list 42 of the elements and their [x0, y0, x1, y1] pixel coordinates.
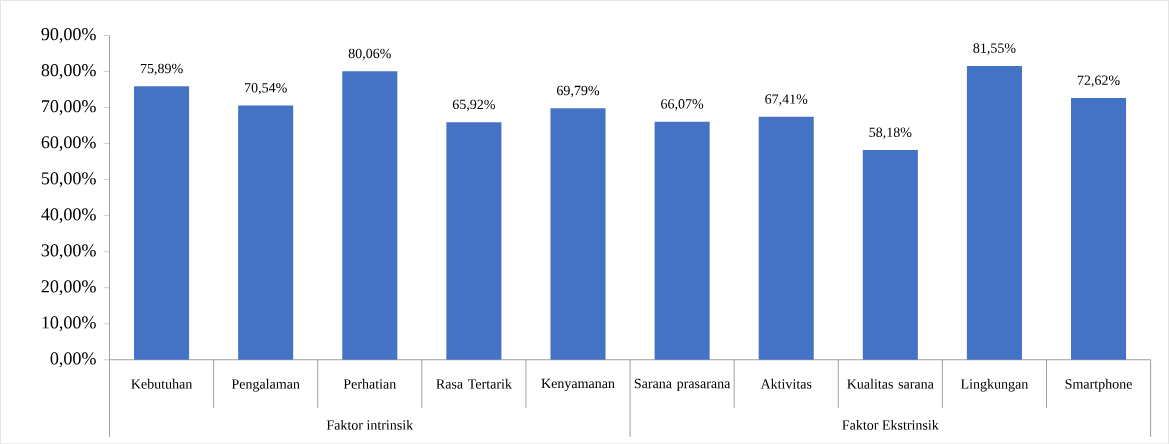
bar: [1071, 97, 1127, 360]
data-label: 65,92%: [452, 99, 495, 112]
bar: [134, 86, 190, 360]
x-tick-label: Aktivitas: [760, 378, 812, 389]
text: Faktor Ekstrinsik: [842, 419, 939, 430]
data-label: 72,62%: [1077, 75, 1120, 87]
data-label: 81,55%: [973, 43, 1016, 55]
data-label: 70,54%: [244, 82, 287, 95]
bar: [862, 149, 918, 360]
x-tick-label: Kebutuhan: [131, 378, 193, 389]
data-label: 80,06%: [348, 48, 391, 61]
x-tick-label: Perhatian: [343, 378, 397, 389]
x-tick-label: Rasa Tertarik: [436, 378, 512, 389]
x-tick-label: Lingkungan: [960, 378, 1029, 392]
data-label: 66,07%: [661, 98, 704, 111]
data-label: 69,79%: [557, 85, 600, 98]
y-tick-label: 60,00%: [41, 136, 96, 151]
data-label: 67,41%: [765, 94, 808, 106]
x-tick-label: Pengalaman: [231, 378, 300, 392]
data-label: 75,89%: [140, 63, 183, 76]
bar: [758, 116, 814, 360]
bar: [238, 105, 294, 360]
y-tick-label: 10,00%: [42, 316, 96, 331]
y-tick-label: 80,00%: [41, 63, 96, 79]
bar: [654, 121, 710, 360]
x-tick-label: Kualitas sarana: [847, 378, 934, 389]
text: Faktor intrinsik: [326, 419, 414, 430]
y-tick-label: 30,00%: [41, 244, 96, 259]
bar: [550, 108, 606, 360]
y-tick-label: 20,00%: [41, 280, 96, 295]
bar: [342, 71, 398, 360]
y-tick-label: 40,00%: [41, 208, 96, 223]
x-tick-label: Kenyamanan: [541, 378, 615, 391]
data-label: 58,18%: [869, 127, 912, 139]
bar: [446, 122, 502, 360]
y-tick-label: 50,00%: [41, 172, 96, 187]
x-tick-label: Sarana prasarana: [634, 378, 731, 391]
y-tick-label: 0,00%: [50, 352, 96, 368]
y-tick-label: 70,00%: [42, 100, 96, 115]
x-tick-label: Smartphone: [1065, 378, 1132, 392]
bar: [966, 65, 1022, 360]
y-tick-label: 90,00%: [41, 27, 96, 43]
